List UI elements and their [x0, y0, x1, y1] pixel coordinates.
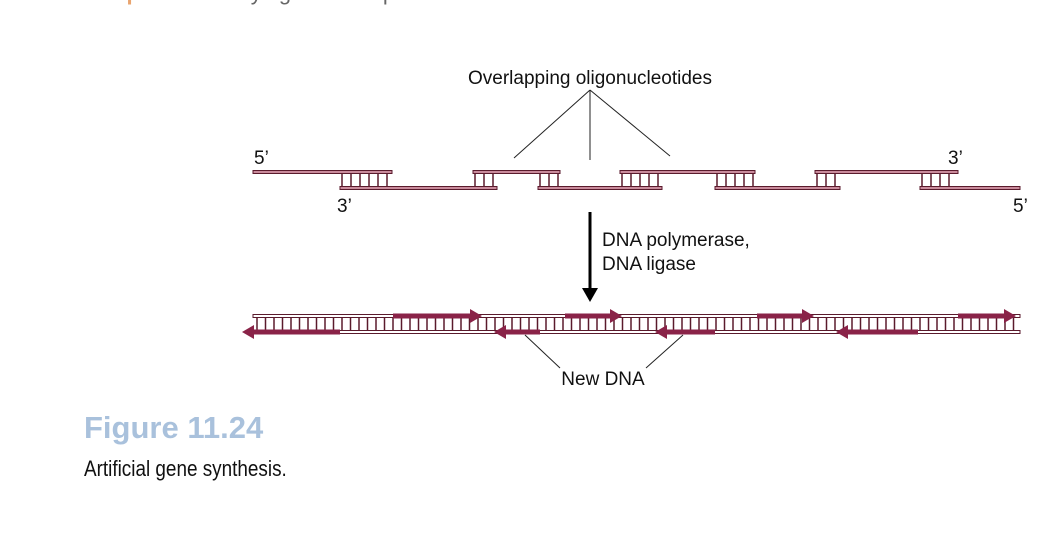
oligos-label: Overlapping oligonucleotides: [468, 68, 712, 89]
new-dna-arrowhead: [470, 309, 482, 323]
new-dna-arrowhead: [802, 309, 814, 323]
chapter-title: Studying Gene Expression and Function: [206, 0, 600, 5]
strand: [919, 186, 1021, 190]
new-dna-arrowhead: [610, 309, 622, 323]
step-label: DNA ligase: [602, 254, 696, 275]
strand: [619, 170, 756, 174]
strand: [252, 314, 1021, 318]
end-label: 5’: [254, 148, 269, 169]
pointer-line: [645, 334, 684, 369]
new-dna-arrowhead: [655, 325, 667, 339]
pointer-line: [589, 89, 671, 157]
new-dna-arrowhead: [1004, 309, 1016, 323]
strand: [472, 170, 561, 174]
new-dna-label: New DNA: [561, 369, 645, 390]
strand: [814, 170, 959, 174]
diagram: [242, 89, 1021, 369]
new-dna-arrowhead: [836, 325, 848, 339]
figure-number: Figure 11.24: [84, 410, 264, 445]
new-dna-arrowhead: [494, 325, 506, 339]
step-label: DNA polymerase,: [602, 230, 750, 251]
process-arrowhead: [582, 288, 598, 302]
chapter-header: Chapter 11 Studying Gene Expression and F…: [85, 0, 599, 5]
strand: [714, 186, 841, 190]
strand: [537, 186, 663, 190]
end-label: 3’: [337, 196, 352, 217]
end-label: 3’: [948, 148, 963, 169]
new-dna-arrowhead: [242, 325, 254, 339]
strand: [339, 186, 498, 190]
pointer-line: [513, 89, 591, 159]
pointer-line: [524, 334, 561, 369]
figure-caption: Artificial gene synthesis.: [84, 457, 287, 482]
strand: [252, 170, 393, 174]
chapter-number: Chapter 11: [85, 0, 198, 5]
end-label: 5’: [1013, 196, 1028, 217]
